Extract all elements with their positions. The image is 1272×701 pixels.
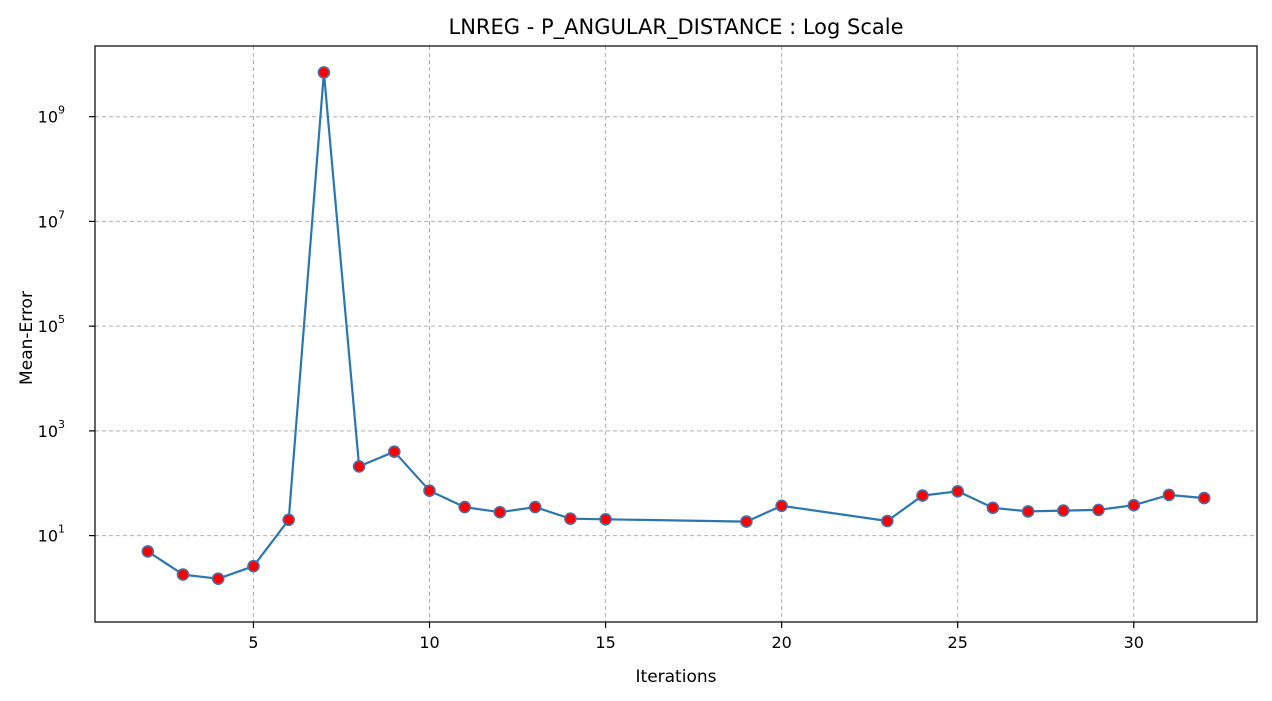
y-tick-label: 103 bbox=[38, 418, 65, 441]
series-line bbox=[147, 71, 1205, 580]
data-point bbox=[775, 499, 788, 513]
plot-frame bbox=[94, 45, 1258, 623]
x-tick-label: 30 bbox=[1124, 633, 1144, 652]
grid bbox=[95, 46, 1257, 622]
x-axis-label: Iterations bbox=[636, 667, 717, 687]
x-tick-label: 15 bbox=[595, 633, 615, 652]
data-point bbox=[176, 568, 190, 581]
x-tick-label: 10 bbox=[419, 633, 439, 652]
data-point bbox=[528, 500, 542, 514]
data-point bbox=[1057, 504, 1070, 517]
data-point bbox=[141, 545, 155, 558]
y-tick-label: 107 bbox=[38, 208, 65, 231]
y-tick-label: 101 bbox=[38, 523, 65, 546]
data-point bbox=[211, 572, 225, 586]
data-point bbox=[599, 512, 612, 526]
data-point bbox=[951, 484, 965, 498]
y-axis-label: Mean-Error bbox=[17, 291, 37, 385]
data-point bbox=[986, 501, 1000, 515]
y-tick-label: 109 bbox=[38, 104, 65, 127]
data-point bbox=[880, 514, 894, 528]
data-point bbox=[387, 445, 401, 459]
y-tick-label: 105 bbox=[38, 313, 65, 336]
data-point bbox=[317, 66, 331, 79]
data-point bbox=[1092, 503, 1105, 517]
data-point bbox=[1162, 488, 1176, 502]
x-tick-label: 5 bbox=[248, 633, 258, 652]
data-point bbox=[423, 484, 436, 498]
ticks: 5 10 15 20 25 30 101 103 105 107 109 bbox=[38, 104, 1144, 652]
data-point bbox=[564, 512, 577, 526]
x-tick-label: 20 bbox=[771, 633, 791, 652]
data-point bbox=[740, 515, 753, 528]
data-point bbox=[1021, 505, 1035, 518]
data-point bbox=[493, 505, 507, 519]
data-point bbox=[1127, 498, 1141, 512]
data-point bbox=[458, 500, 472, 514]
x-tick-label: 25 bbox=[948, 633, 968, 652]
data-point bbox=[282, 513, 296, 527]
data-point bbox=[916, 489, 929, 502]
chart-title: LNREG - P_ANGULAR_DISTANCE : Log Scale bbox=[449, 15, 904, 40]
series-layer bbox=[141, 66, 1211, 586]
data-point bbox=[352, 460, 366, 473]
data-point bbox=[247, 559, 260, 573]
data-point bbox=[1197, 491, 1211, 505]
